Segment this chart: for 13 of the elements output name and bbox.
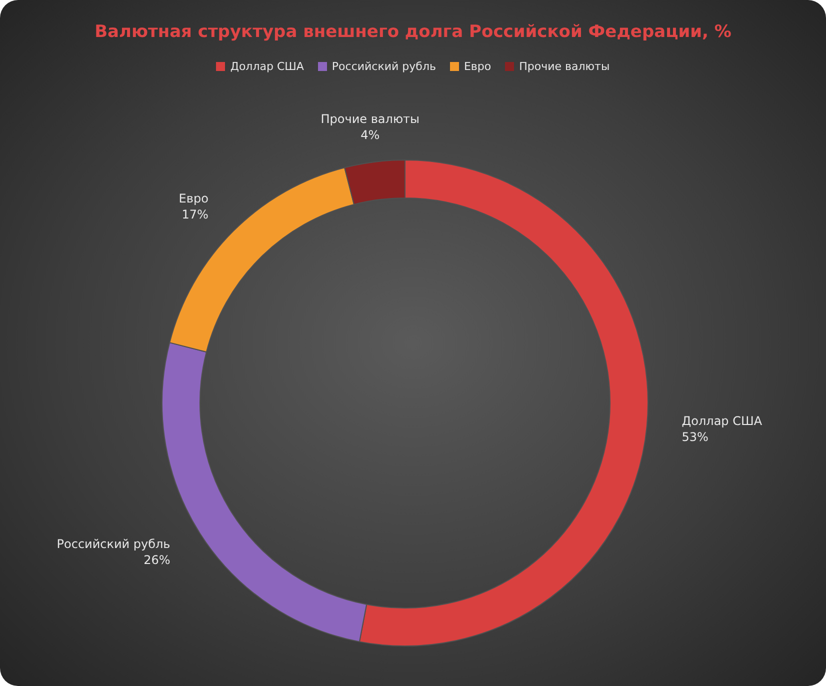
chart-title: Валютная структура внешнего долга Российской Федерации, % [94,22,732,42]
category-label: Доллар США [230,60,304,73]
slice-label: Евро [178,191,208,206]
slice-label: Прочие валюты [320,112,420,126]
slice-label: Российский рубль [56,536,170,551]
legend-label: Евро [464,60,492,73]
data-label: 4% [360,128,380,142]
legend-label: Прочие валюты [519,60,610,73]
data-label: 17% [182,207,208,222]
legend-label: Российский рубль [332,60,436,73]
slice-label: Доллар США [682,414,763,428]
data-label: 26% [144,552,170,567]
data-label: 53% [682,430,708,444]
